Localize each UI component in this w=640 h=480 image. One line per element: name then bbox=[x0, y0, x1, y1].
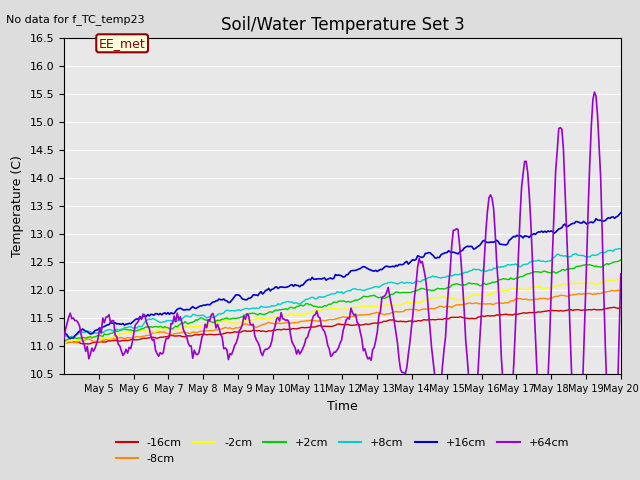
X-axis label: Time: Time bbox=[327, 400, 358, 413]
Text: No data for f_TC_temp23: No data for f_TC_temp23 bbox=[6, 14, 145, 25]
Y-axis label: Temperature (C): Temperature (C) bbox=[11, 156, 24, 257]
Text: EE_met: EE_met bbox=[99, 37, 145, 50]
Title: Soil/Water Temperature Set 3: Soil/Water Temperature Set 3 bbox=[221, 16, 464, 34]
Legend: -16cm, -8cm, -2cm, +2cm, +8cm, +16cm, +64cm: -16cm, -8cm, -2cm, +2cm, +8cm, +16cm, +6… bbox=[111, 434, 573, 468]
